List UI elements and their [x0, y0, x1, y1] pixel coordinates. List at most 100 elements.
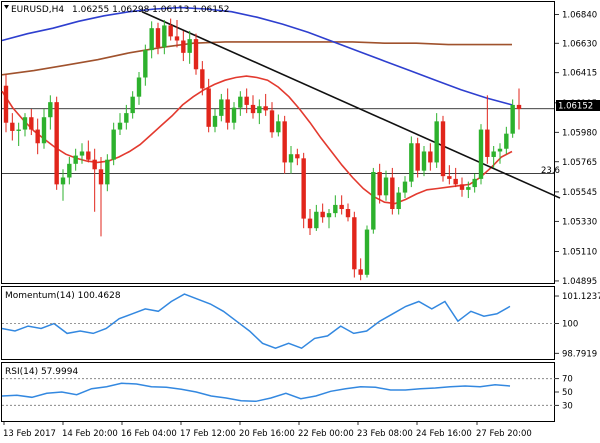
candle-body	[326, 213, 332, 218]
candle-body	[339, 204, 344, 210]
candle-body	[383, 177, 389, 196]
candle-body	[288, 154, 294, 163]
candle	[326, 209, 332, 229]
candle	[333, 195, 338, 218]
fib-level-label: 23.6	[541, 166, 560, 176]
time-tick-label: 13 Feb 2017	[3, 429, 56, 439]
main-panel-frame	[1, 1, 555, 284]
momentum-panel-frame	[1, 286, 555, 360]
candle-body	[269, 110, 275, 133]
candle-body	[421, 151, 427, 171]
candle-body	[212, 115, 218, 127]
candle-body	[130, 96, 135, 114]
rsi-line	[1, 382, 511, 403]
candle-body	[3, 85, 9, 123]
candle	[187, 30, 192, 64]
rsi-panel-frame	[1, 362, 555, 422]
candle	[124, 104, 129, 130]
candle	[282, 115, 287, 174]
rsi-tick-label: 50	[562, 388, 573, 398]
candle	[149, 21, 154, 59]
candle-body	[225, 99, 230, 123]
ma-red-line	[1, 75, 513, 205]
price-tick-label: 1.06630	[562, 39, 597, 49]
candle-body	[333, 204, 338, 214]
candle-body	[35, 129, 40, 144]
candle	[79, 143, 85, 164]
candle	[377, 163, 382, 204]
candle-body	[238, 96, 243, 108]
ma-blue-line	[1, 6, 513, 106]
candle-body	[257, 106, 262, 114]
rsi-tick-label: 30	[562, 401, 573, 411]
time-tick-label: 23 Feb 08:00	[357, 429, 413, 439]
candle	[491, 146, 496, 168]
candle-body	[276, 121, 281, 133]
candle	[307, 209, 313, 236]
candle-body	[358, 269, 363, 275]
candle	[10, 113, 15, 141]
momentum-tick-label: 100	[562, 320, 578, 330]
candle	[314, 204, 319, 231]
candle	[67, 156, 72, 185]
candle	[22, 113, 28, 137]
candle-body	[181, 40, 186, 53]
candle-body	[510, 104, 515, 134]
candle	[440, 115, 446, 182]
candle-body	[206, 88, 211, 127]
candle-body	[162, 25, 167, 48]
momentum-tick-label: 101.1237	[562, 292, 600, 302]
time-axis: 13 Feb 2017 14 Feb 20:00 16 Feb 04:00 17 Fe…	[3, 421, 532, 439]
candle	[92, 148, 97, 212]
time-tick-label: 22 Feb 00:00	[298, 429, 354, 439]
candle	[136, 72, 142, 105]
candle	[130, 91, 135, 119]
time-tick-label: 20 Feb 16:00	[239, 429, 295, 439]
symbol-arrow-icon	[4, 5, 9, 9]
price-tick-label: 1.06415	[562, 69, 597, 79]
price-tick-label: 1.05110	[562, 247, 597, 257]
candles-layer	[3, 18, 522, 281]
candle-body	[67, 163, 72, 178]
candle-body	[516, 104, 522, 110]
candle-body	[41, 117, 47, 144]
candle-body	[86, 151, 91, 160]
candle-body	[200, 69, 205, 89]
candle	[320, 203, 325, 223]
time-tick-label: 16 Feb 04:00	[121, 429, 177, 439]
candle-body	[174, 36, 180, 41]
candle	[48, 95, 53, 130]
candle	[117, 113, 123, 136]
candle-body	[428, 151, 433, 163]
candle-body	[485, 129, 490, 157]
candle-body	[48, 102, 53, 118]
candle	[231, 102, 237, 130]
candle	[29, 109, 34, 136]
candle-body	[92, 159, 97, 170]
candle-body	[345, 209, 351, 218]
candle-body	[124, 113, 129, 123]
candle	[238, 91, 243, 116]
candle-body	[10, 122, 15, 131]
candle	[364, 225, 370, 278]
symbol-header: EURUSD,H4 1.06255 1.06298 1.06113 1.0615…	[4, 5, 229, 15]
candle	[54, 96, 59, 190]
candle-body	[396, 192, 401, 210]
candle	[60, 169, 66, 201]
candle-body	[364, 229, 370, 275]
symbol-label: EURUSD,H4	[11, 5, 64, 15]
candle	[421, 146, 427, 177]
candle-body	[307, 218, 313, 229]
candle	[206, 78, 211, 133]
momentum-axis: 101.1237 100 98.7919	[555, 292, 600, 359]
price-axis: 1.068401.066301.064151.061951.059801.057…	[555, 10, 597, 287]
candle-body	[447, 176, 452, 179]
candle-body	[434, 121, 439, 163]
main-lines-layer	[1, 6, 561, 205]
candle	[516, 88, 522, 130]
candle-body	[117, 122, 123, 130]
candle	[371, 167, 376, 234]
candle-body	[250, 104, 256, 114]
candle-body	[143, 50, 148, 78]
